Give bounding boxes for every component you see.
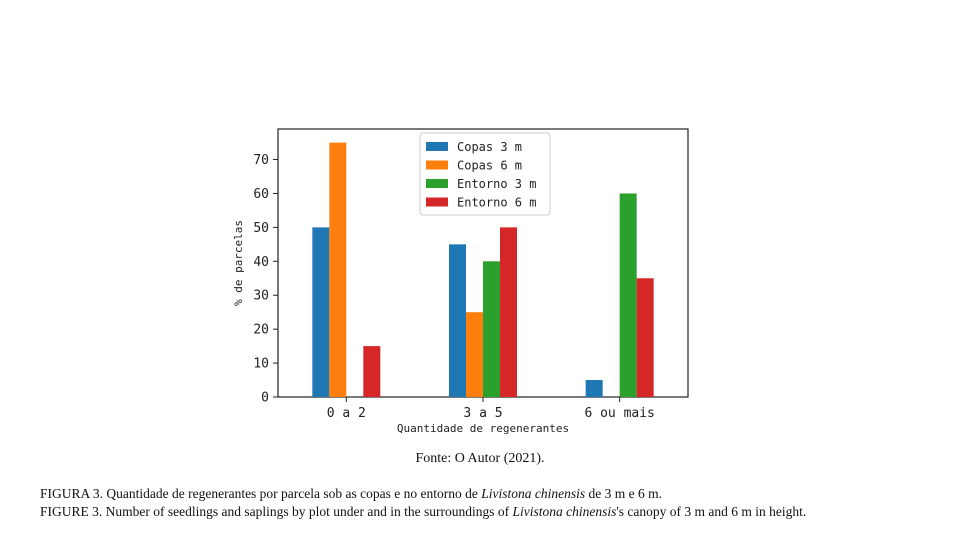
chart-svg: 0 10 20 30 40 50 60 70 0 a 2 3 a 5 6 ou mais Quanti… [232, 128, 689, 435]
figure-source: Fonte: O Autor (2021). [415, 451, 545, 466]
y-axis-label: % de parcelas [232, 220, 245, 306]
legend-label: Entorno 6 m [457, 196, 536, 210]
bar-1-1 [312, 227, 330, 397]
bar-1-3 [585, 380, 603, 397]
legend-label: Entorno 3 m [457, 177, 536, 191]
bar-4-3 [636, 278, 654, 397]
bar-3-3 [619, 193, 637, 397]
bar-chart: 0 10 20 30 40 50 60 70 0 a 2 3 a 5 6 ou mais Quanti… [200, 118, 720, 448]
bar-1-2 [449, 244, 466, 397]
bar-4-1 [363, 346, 381, 397]
bar-2-2 [466, 312, 483, 397]
figure-caption-en: FIGURE 3. Number of seedlings and saplin… [40, 504, 806, 520]
legend-box [419, 132, 551, 216]
legend-swatch [426, 197, 448, 207]
x-axis-label: Quantidade de regenerantes [397, 422, 569, 435]
caption-en-species: Livistona chinensis [512, 504, 617, 519]
y-tick-label: 0 [261, 391, 269, 406]
legend-label: Copas 3 m [457, 140, 522, 154]
caption-en-before: FIGURE 3. Number of seedlings and saplin… [40, 504, 513, 519]
legend-swatch [426, 142, 448, 151]
bar-4-2 [500, 227, 517, 397]
y-tick-label: 20 [253, 323, 269, 338]
y-tick-label: 70 [253, 153, 269, 168]
y-tick-label: 50 [253, 221, 269, 236]
y-tick-label: 30 [253, 289, 269, 304]
caption-en-after: 's canopy of 3 m and 6 m in height. [616, 504, 807, 519]
caption-pt-before: FIGURA 3. Quantidade de regenerantes por… [40, 486, 482, 501]
bar-2-1 [329, 142, 347, 397]
y-tick-label: 40 [253, 255, 269, 270]
x-tick-label: 0 a 2 [327, 406, 366, 421]
legend-label: Copas 6 m [457, 159, 522, 173]
legend-swatch [426, 160, 448, 170]
caption-pt-after: de 3 m e 6 m. [585, 486, 662, 501]
x-tick-label: 3 a 5 [463, 406, 502, 421]
y-tick-label: 60 [253, 187, 269, 202]
x-tick-label: 6 ou mais [584, 406, 654, 421]
y-tick-label: 10 [253, 357, 269, 372]
figure-caption-pt: FIGURA 3. Quantidade de regenerantes por… [40, 486, 662, 502]
caption-pt-species: Livistona chinensis [481, 486, 586, 501]
bar-3-2 [483, 261, 500, 397]
legend-swatch [426, 179, 448, 188]
